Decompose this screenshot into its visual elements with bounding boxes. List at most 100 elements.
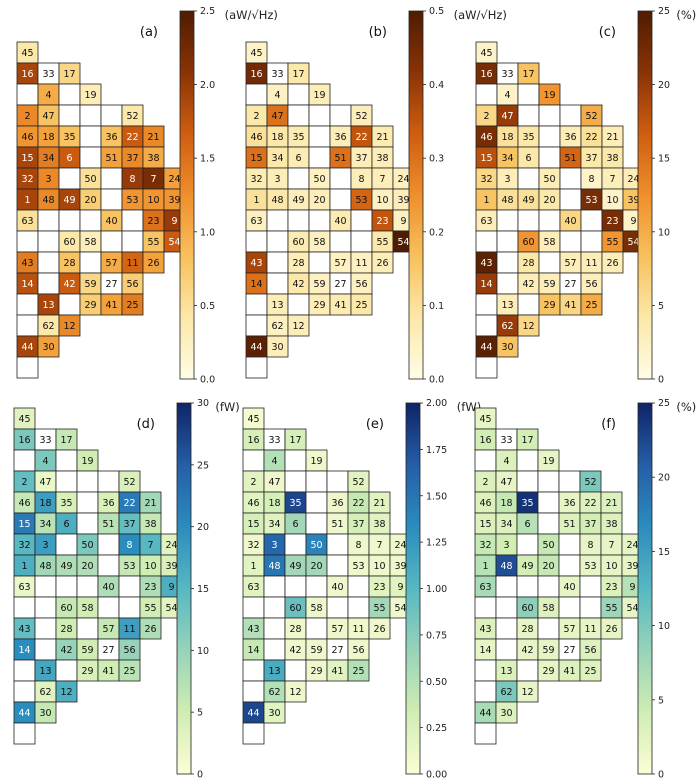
channel-label: 20 <box>542 561 554 572</box>
channel-label: 13 <box>268 666 280 677</box>
channel-label: 46 <box>250 132 262 143</box>
empty-cell <box>350 209 373 232</box>
colorbar-tick-label: 1.25 <box>426 538 447 549</box>
channel-label: 19 <box>543 90 555 101</box>
channel-label: 38 <box>144 519 156 530</box>
empty-cell <box>100 167 123 190</box>
channel-label: 56 <box>355 279 367 290</box>
channel-label: 57 <box>563 624 575 635</box>
colorbar-tick-label: 0.5 <box>200 301 215 312</box>
channel-label: 7 <box>376 540 382 551</box>
channel-label: 33 <box>268 435 280 446</box>
empty-cell <box>329 167 352 190</box>
empty-cell <box>284 575 307 598</box>
channel-label: 25 <box>585 300 597 311</box>
empty-cell <box>496 230 519 253</box>
channel-label: 38 <box>605 519 617 530</box>
empty-cell <box>350 230 373 253</box>
channel-label: 1 <box>250 561 256 572</box>
channel-label: 8 <box>588 174 594 185</box>
channel-label: 33 <box>271 69 283 80</box>
colorbar <box>637 402 653 775</box>
channel-label: 33 <box>501 69 513 80</box>
channel-label: 20 <box>313 195 325 206</box>
channel-label: 54 <box>397 237 409 248</box>
colorbar-tick-label: 5 <box>658 301 664 312</box>
empty-cell <box>16 293 39 316</box>
empty-cell <box>559 167 582 190</box>
channel-label: 34 <box>501 153 513 164</box>
channel-label: 45 <box>480 48 492 59</box>
channel-label: 63 <box>21 216 33 227</box>
channel-label: 48 <box>271 195 283 206</box>
channel-label: 53 <box>123 561 135 572</box>
channel-label: 12 <box>60 687 72 698</box>
channel-label: 3 <box>504 174 510 185</box>
channel-label: 17 <box>60 435 72 446</box>
channel-label: 13 <box>42 300 54 311</box>
empty-cell <box>97 470 120 493</box>
channel-label: 30 <box>42 342 54 353</box>
channel-label: 38 <box>606 153 618 164</box>
channel-label: 3 <box>42 540 48 551</box>
channel-label: 44 <box>21 342 33 353</box>
channel-label: 25 <box>123 666 135 677</box>
channel-label: 23 <box>376 216 388 227</box>
empty-cell <box>58 293 81 316</box>
channel-label: 40 <box>331 582 343 593</box>
empty-cell <box>537 617 560 640</box>
colorbar-tick-label: 10 <box>658 227 670 238</box>
heatmap-cell <box>266 335 289 358</box>
channel-label: 47 <box>268 477 280 488</box>
channel-label: 19 <box>81 456 93 467</box>
channel-label: 10 <box>376 195 388 206</box>
channel-label: 44 <box>18 708 30 719</box>
empty-cell <box>266 209 289 232</box>
colorbar-tick-label: 0.2 <box>429 227 444 238</box>
channel-label: 11 <box>355 258 367 269</box>
channel-label: 33 <box>42 69 54 80</box>
colorbar-tick-label: 2.0 <box>200 80 215 91</box>
channel-label: 17 <box>63 69 75 80</box>
channel-label: 57 <box>334 258 346 269</box>
channel-label: 29 <box>543 300 555 311</box>
empty-cell <box>284 659 307 682</box>
channel-label: 22 <box>126 132 138 143</box>
empty-cell <box>13 596 36 619</box>
heatmap-cell <box>37 335 60 358</box>
panel-label: (d) <box>137 417 155 432</box>
channel-label: 27 <box>564 279 576 290</box>
channel-label: 12 <box>63 321 75 332</box>
channel-label: 60 <box>60 603 72 614</box>
channel-label: 26 <box>144 624 156 635</box>
channel-label: 2 <box>250 477 256 488</box>
heatmap-cell <box>371 251 394 274</box>
channel-label: 27 <box>102 645 114 656</box>
colorbar-unit: (%) <box>676 400 696 414</box>
channel-label: 41 <box>563 666 575 677</box>
colorbar-unit: (aW/√Hz) <box>225 8 278 22</box>
empty-cell <box>475 356 498 379</box>
channel-label: 56 <box>352 645 364 656</box>
empty-cell <box>516 659 539 682</box>
channel-label: 10 <box>373 561 385 572</box>
empty-cell <box>495 596 518 619</box>
empty-cell <box>475 230 498 253</box>
channel-label: 51 <box>331 519 343 530</box>
colorbar-tick-label: 0 <box>197 770 203 781</box>
channel-label: 44 <box>247 708 259 719</box>
channel-label: 17 <box>289 435 301 446</box>
channel-label: 21 <box>606 132 618 143</box>
heatmap-cell <box>601 251 624 274</box>
empty-cell <box>326 596 349 619</box>
channel-label: 44 <box>480 342 492 353</box>
channel-label: 60 <box>522 237 534 248</box>
channel-label: 42 <box>60 645 72 656</box>
channel-label: 41 <box>334 300 346 311</box>
channel-label: 4 <box>45 90 51 101</box>
empty-cell <box>55 575 78 598</box>
empty-cell <box>308 125 331 148</box>
empty-cell <box>305 491 328 514</box>
empty-cell <box>118 596 141 619</box>
channel-label: 35 <box>60 498 72 509</box>
